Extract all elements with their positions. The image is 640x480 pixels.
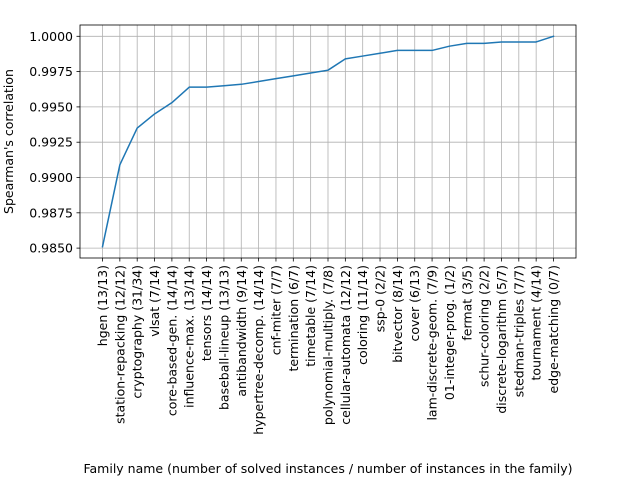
x-tick-label: coloring (11/14) <box>355 265 370 365</box>
x-tick-label: antibandwidth (9/14) <box>234 265 249 397</box>
x-tick-label: cnf-miter (7/7) <box>268 265 283 355</box>
x-tick-label: tensors (14/14) <box>199 265 214 361</box>
x-tick-label: core-based-gen. (14/14) <box>164 265 179 416</box>
y-tick-label: 0.9850 <box>29 241 73 256</box>
y-tick-label: 0.9875 <box>29 205 73 220</box>
x-tick-label: station-repacking (12/12) <box>112 265 127 424</box>
x-tick-label: bitvector (8/14) <box>390 265 405 363</box>
x-axis-label: Family name (number of solved instances … <box>83 461 572 476</box>
x-tick-label: cover (6/13) <box>407 265 422 342</box>
x-tick-label: vlsat (7/14) <box>147 265 162 337</box>
x-tick-label: 01-integer-prog. (1/2) <box>442 265 457 400</box>
x-tick-label: discrete-logarithm (5/7) <box>494 265 509 414</box>
x-tick-label: edge-matching (0/7) <box>546 265 561 393</box>
x-tick-label: tournament (4/14) <box>529 265 544 380</box>
y-tick-label: 0.9950 <box>29 99 73 114</box>
x-tick-label: baseball-lineup (13/13) <box>216 265 231 410</box>
x-tick-label: cellular-automata (12/12) <box>338 265 353 425</box>
x-tick-label: schur-coloring (2/2) <box>477 265 492 387</box>
x-tick-label: hypertree-decomp. (14/14) <box>251 265 266 435</box>
x-tick-label: hgen (13/13) <box>95 265 110 346</box>
y-axis-label: Spearman's correlation <box>1 69 16 214</box>
series-line <box>101 35 555 248</box>
x-tick-label: influence-max. (13/14) <box>182 265 197 408</box>
x-tick-label: ssp-0 (2/2) <box>373 265 388 332</box>
x-tick-label: lam-discrete-geom. (7/9) <box>425 265 440 421</box>
y-tick-label: 1.0000 <box>29 29 73 44</box>
x-tick-label: stedman-triples (7/7) <box>511 265 526 397</box>
y-tick-label: 0.9925 <box>29 135 73 150</box>
x-tick-label: cryptography (31/34) <box>130 265 145 399</box>
x-axis-ticks: hgen (13/13) station-repacking (12/12) cry… <box>95 258 561 435</box>
y-tick-label: 0.9975 <box>29 64 73 79</box>
x-tick-label: fermat (3/5) <box>459 265 474 341</box>
x-tick-label: timetable (7/14) <box>303 265 318 367</box>
y-axis-ticks: 0.9850 0.9875 0.9900 0.9925 0.9950 0.9975 1.00… <box>29 29 80 256</box>
grid-lines <box>80 25 576 258</box>
x-tick-label: termination (6/7) <box>286 265 301 372</box>
y-tick-label: 0.9900 <box>29 170 73 185</box>
x-tick-label: polynomial-multiply. (7/8) <box>321 265 336 425</box>
